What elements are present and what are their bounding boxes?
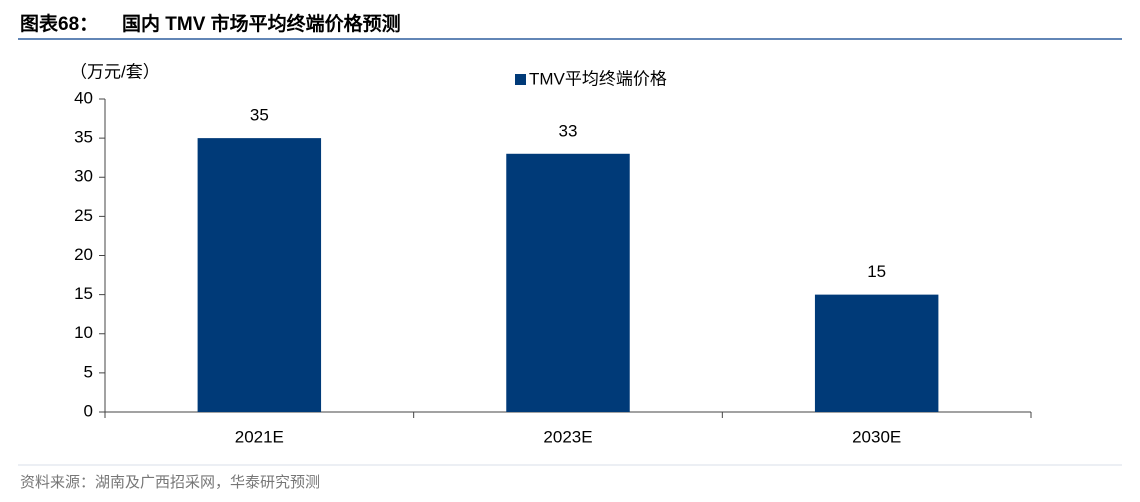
legend-label: TMV平均终端价格 — [529, 69, 667, 88]
x-tick-label: 2023E — [543, 427, 592, 446]
chart-title: 国内 TMV 市场平均终端价格预测 — [122, 12, 401, 35]
y-tick-label: 0 — [84, 401, 93, 420]
x-tick-label: 2021E — [235, 427, 284, 446]
y-tick-label: 5 — [84, 362, 93, 381]
figure-label: 图表68： — [20, 12, 98, 35]
y-tick-label: 15 — [74, 284, 93, 303]
y-tick-label: 35 — [74, 128, 93, 147]
y-tick-label: 40 — [74, 88, 93, 107]
bar — [506, 153, 630, 412]
value-label: 15 — [867, 262, 886, 281]
value-label: 33 — [559, 121, 578, 140]
x-tick-label: 2030E — [852, 427, 901, 446]
y-tick-label: 30 — [74, 167, 93, 186]
y-axis-label: （万元/套） — [70, 62, 160, 81]
bar — [197, 138, 322, 412]
y-tick-label: 25 — [74, 206, 93, 225]
y-tick-label: 10 — [74, 323, 93, 342]
source: 资料来源：湖南及广西招采网，华泰研究预测 — [20, 474, 320, 491]
y-tick-label: 20 — [74, 245, 93, 264]
legend-swatch — [515, 74, 526, 85]
bar — [814, 294, 939, 412]
value-label: 35 — [250, 106, 269, 125]
